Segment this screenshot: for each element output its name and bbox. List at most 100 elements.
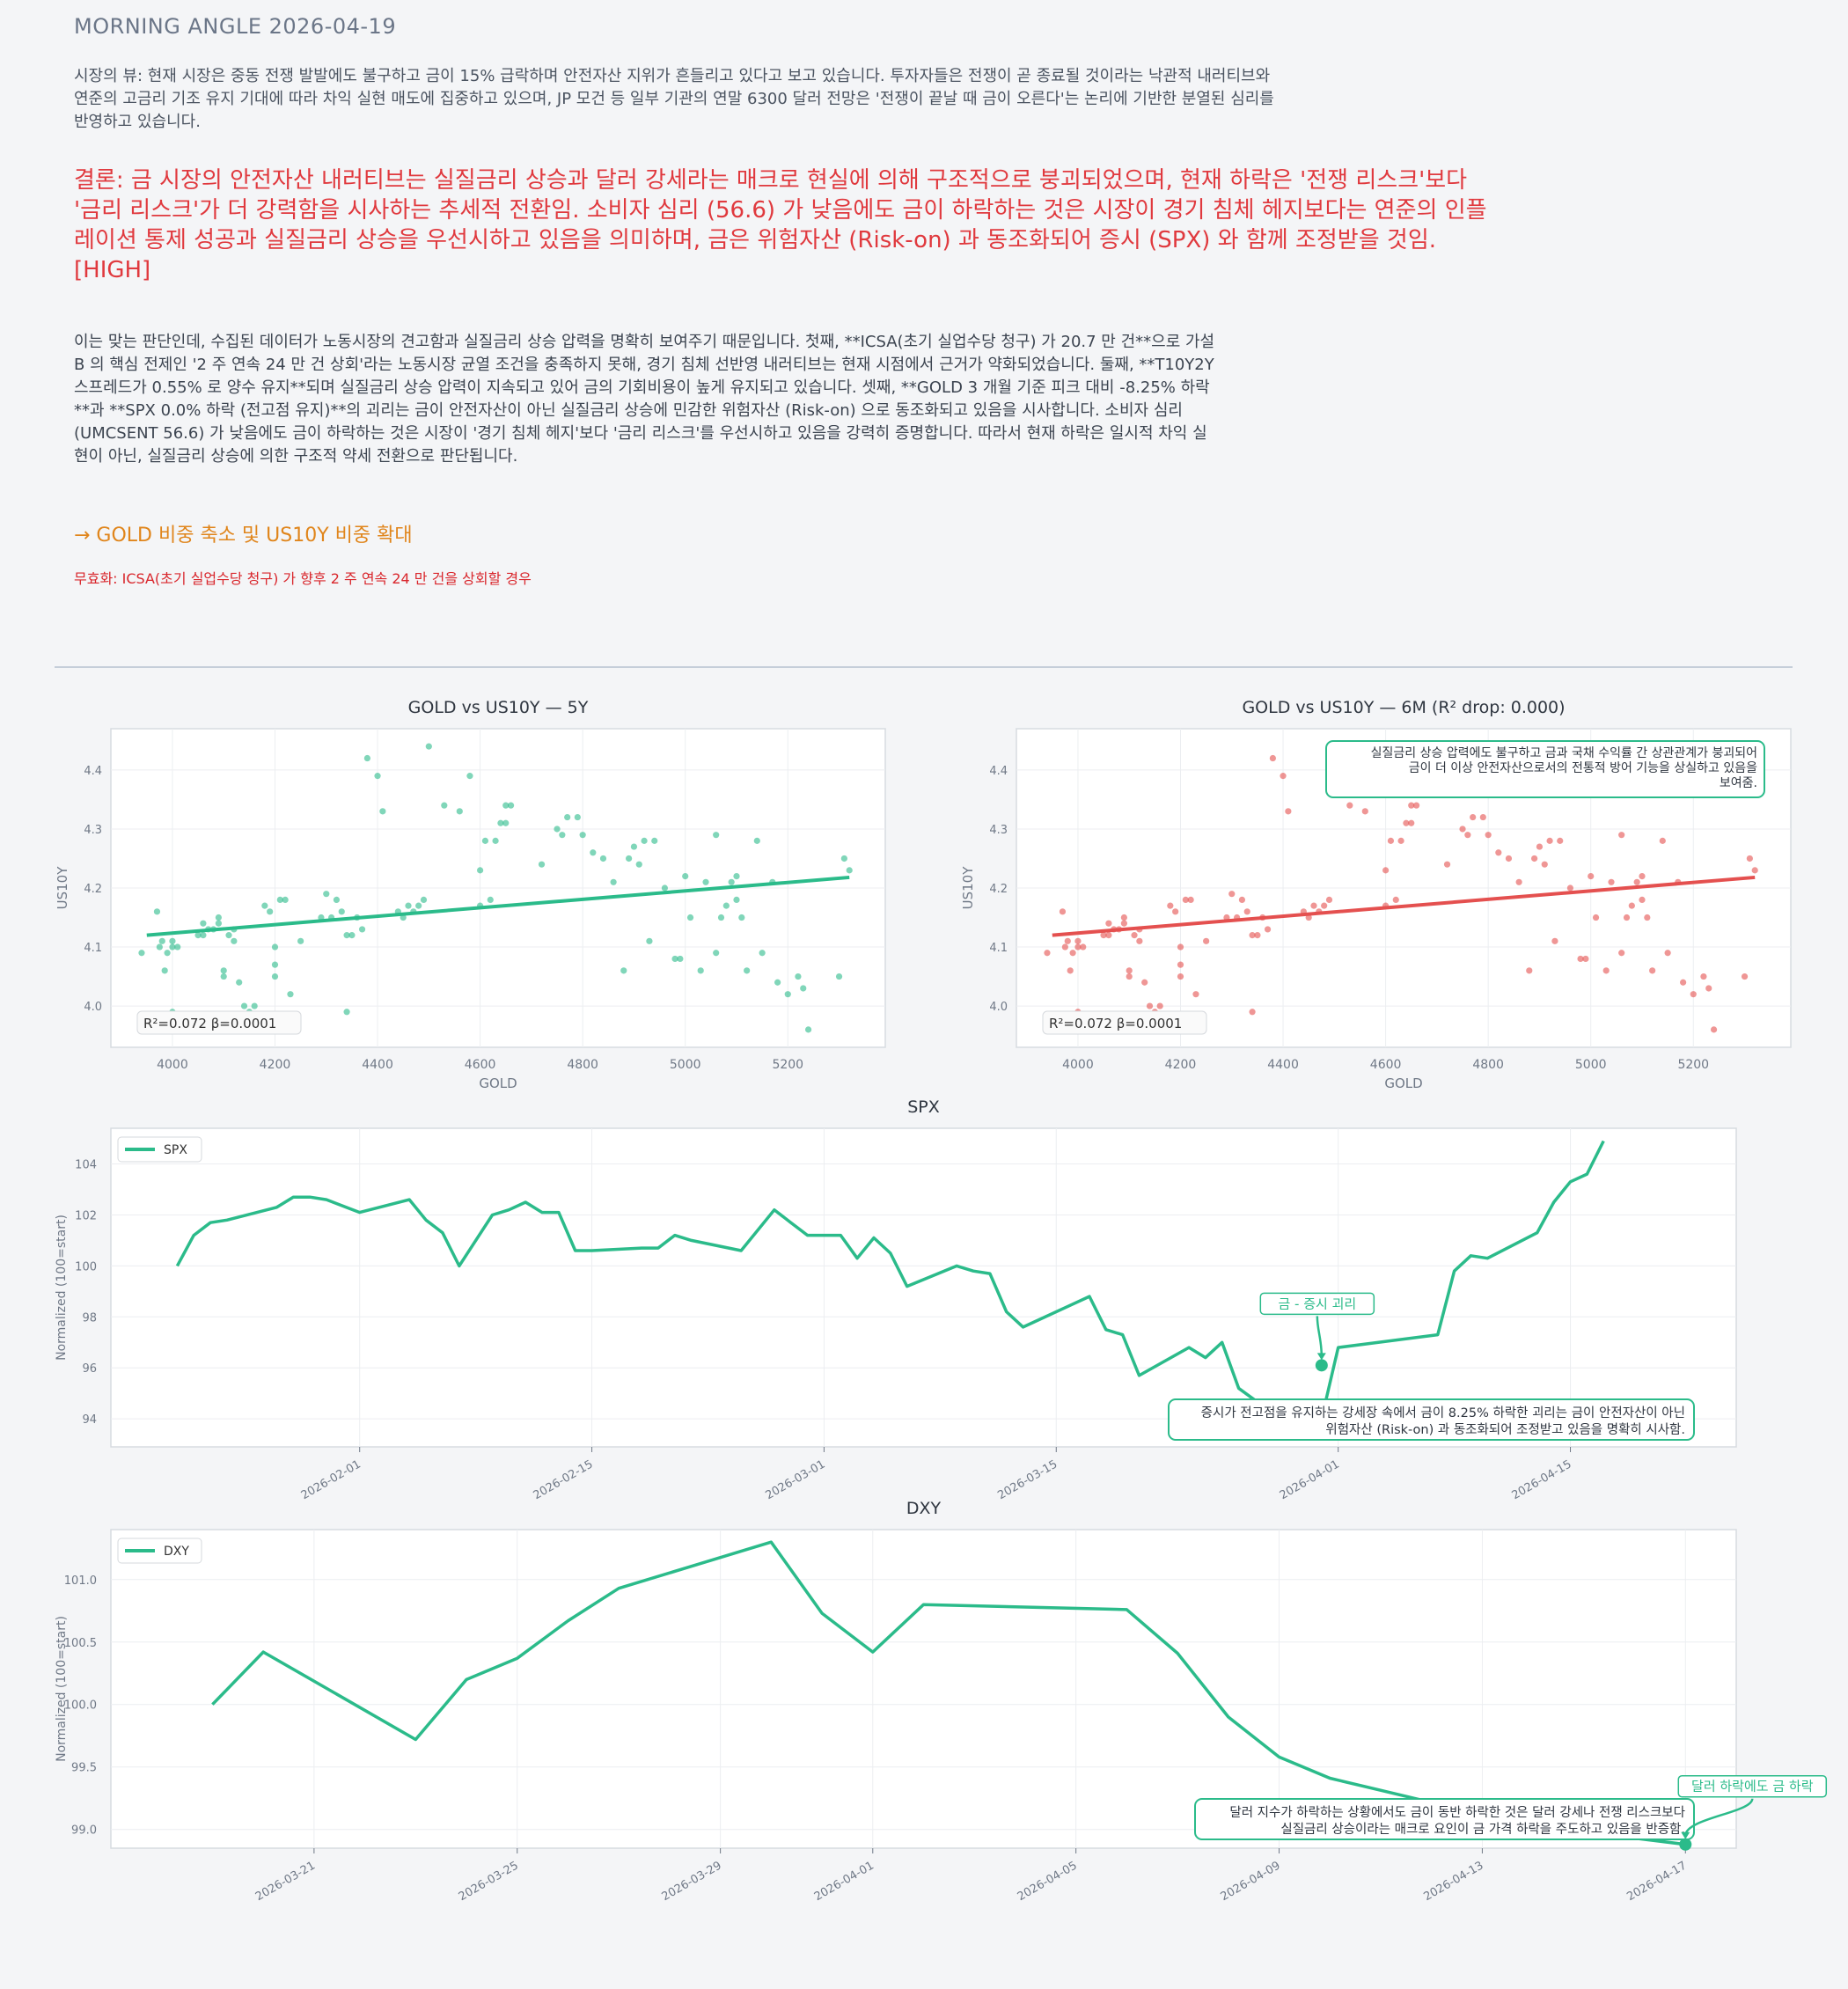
scatter-point [220,972,227,980]
scatter-point [1044,950,1051,957]
x-tick-label: 2026-04-05 [1016,1859,1080,1904]
scatter-point [225,932,232,939]
report-title: MORNING ANGLE 2026-04-19 [74,14,397,39]
x-tick-label: 2026-03-29 [660,1859,724,1904]
annotation-box [1168,1398,1695,1441]
callout-arrow [1316,1316,1324,1357]
scatter-point [1325,896,1333,904]
scatter-point [774,979,781,986]
scatter-point [261,902,268,909]
scatter-point [220,967,227,974]
scatter-point [297,937,304,944]
scatter-point [1346,802,1353,809]
scatter-point [251,1002,258,1009]
x-tick-label: 4800 [567,1058,598,1072]
scatter-point [1618,832,1625,839]
scatter-point [405,902,412,909]
scatter-point [1705,985,1712,992]
x-tick-label: 4600 [465,1058,496,1072]
scatter-point [481,837,489,844]
scatter-point [1192,991,1199,998]
scatter-point [215,914,222,921]
y-axis-label: US10Y [960,866,976,910]
x-tick-label: 5000 [670,1058,701,1072]
annotation-text: 증시가 전고점을 유지하는 강세장 속에서 금이 8.25% 하락한 괴리는 금… [1201,1406,1685,1437]
line-chart-4: 99.0 99.5 100.0 100.5 101.0 2026-03-21 2026-03… [55,1499,1828,1904]
scatter-point [1228,891,1236,898]
x-tick-label: 4000 [1062,1058,1094,1072]
scatter-point [635,861,642,868]
scatter-point [1485,832,1492,839]
scatter-point [1470,813,1477,821]
scatter-point [1710,1026,1718,1033]
scatter-point [333,896,341,904]
regression-line [146,875,850,937]
scatter-point [661,884,669,892]
scatter-point [200,932,207,939]
scatter-point [1664,950,1671,957]
y-axis-label: Normalized (100=start) [55,1616,69,1762]
x-tick-label: 2026-02-15 [532,1457,596,1502]
scatter-point [1074,937,1082,944]
scatter-point [1495,849,1502,856]
scatter-chart-2: 4000 4200 4400 4600 4800 5000 5200 4.0 4.1 4.2 4.3… [960,698,1792,1091]
x-axis-label: GOLD [1384,1075,1422,1091]
scatter-point [677,955,684,963]
scatter-point [156,943,163,950]
y-tick-label: 99.5 [71,1762,97,1775]
y-tick-label: 4.2 [989,883,1008,896]
scatter-point [425,743,432,750]
scatter-point [1408,819,1415,826]
chart-title: GOLD vs US10Y — 5Y [408,698,589,717]
action: → GOLD 비중 축소 및 US10Y 비중 확대 [74,525,413,547]
scatter-point [1269,754,1276,762]
scatter-point [1238,896,1246,904]
scatter-point [271,961,279,968]
scatter-point [713,832,720,839]
callout-arrowhead [1681,1831,1690,1839]
scatter-point [1392,896,1399,904]
scatter-point [487,896,494,904]
scatter-point [1280,773,1287,780]
x-tick-label: 2026-03-15 [995,1457,1060,1502]
scatter-point [374,773,381,780]
scatter-point [1172,908,1179,915]
scatter-point [1397,837,1404,844]
scatter-point [348,932,356,939]
legend-label: SPX [164,1143,187,1157]
line-chart-3: 94 96 98 100 102 104 2026-02-01 2026-02-15 2026-… [55,1097,1737,1502]
conclusion: 결론: 금 시장의 안전자산 내러티브는 실질금리 상승과 달러 강세라는 매크… [74,165,1500,285]
scatter-point [1443,861,1451,868]
scatter-point [1577,955,1584,963]
x-tick-label: 2026-04-17 [1624,1859,1689,1904]
plot-area [110,1127,1737,1448]
scatter-point [358,926,366,933]
scatter-point [1751,867,1758,874]
scatter-point [271,972,279,980]
scatter-point [1203,937,1210,944]
scatter-point [713,950,720,957]
regression-line [1052,875,1756,937]
scatter-point [804,1026,812,1033]
scatter-point [1623,914,1631,921]
scatter-point [1156,1002,1163,1009]
scatter-point [1588,872,1595,880]
scatter-point [164,950,171,957]
y-tick-label: 94 [82,1413,97,1427]
scatter-point [161,967,168,974]
callout-label-box [1259,1292,1375,1316]
scatter-point [1074,943,1082,950]
scatter-point [507,802,515,809]
scatter-chart-1: 4000 4200 4400 4600 4800 5000 5200 4.0 4.1 4.2 4.3… [55,698,886,1091]
scatter-point [1515,878,1522,885]
scatter-point [1592,914,1600,921]
x-tick-label: 4200 [260,1058,291,1072]
scatter-point [1602,967,1610,974]
stats-text: R²=0.072 β=0.0001 [1049,1016,1182,1031]
y-tick-label: 102 [75,1209,97,1222]
report-header: MORNING ANGLE 2026-04-19 시장의 뷰: 현재 시장은 중… [74,14,1517,285]
scatter-point [1100,932,1107,939]
scatter-point [599,855,607,862]
scatter-point [702,878,709,885]
